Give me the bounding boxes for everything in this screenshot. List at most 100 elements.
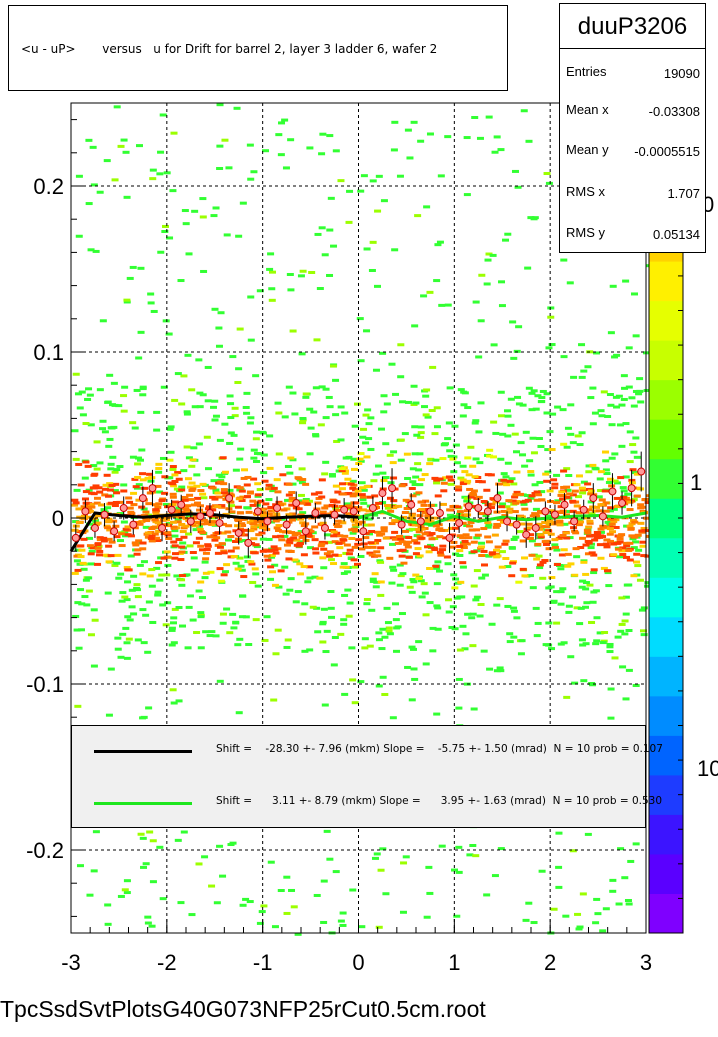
density-cell [90,664,98,668]
density-cell [104,591,112,595]
density-cell [160,385,168,389]
density-cell [204,522,212,526]
density-cell [369,545,377,549]
density-cell [484,473,492,477]
density-cell [536,563,544,567]
density-cell [226,488,234,492]
density-cell [102,483,110,487]
density-cell [549,412,557,416]
density-cell [322,387,330,391]
density-cell [127,554,135,558]
density-cell [518,522,526,526]
density-cell [604,520,612,524]
density-cell [155,462,163,466]
density-cell [570,526,578,530]
profile-marker [129,520,138,529]
density-cell [180,374,188,378]
density-cell [318,152,326,156]
density-cell [357,680,365,684]
density-cell [459,624,467,628]
density-cell [396,549,404,553]
density-cell [140,560,148,564]
density-cell [456,534,464,538]
density-cell [464,497,472,501]
density-cell [188,913,196,917]
density-cell [297,517,305,521]
density-cell [253,520,261,524]
density-cell [99,319,107,323]
density-cell [313,338,321,342]
density-cell [520,502,528,506]
density-cell [565,474,573,478]
density-cell [411,523,419,527]
density-cell [459,464,467,468]
density-cell [318,495,326,499]
density-cell [230,555,238,559]
density-cell [277,503,285,507]
density-cell [224,530,232,534]
density-cell [341,471,349,475]
density-cell [637,503,645,507]
density-cell [378,647,386,651]
density-cell [344,477,352,481]
density-cell [300,524,308,528]
density-cell [227,500,235,504]
density-cell [551,486,559,490]
density-cell [220,549,228,553]
density-cell [380,529,388,533]
stat-mean-y: Mean y -0.0005515 [566,142,700,162]
density-cell [352,525,360,529]
density-cell [497,414,505,418]
density-cell [240,476,248,480]
density-cell [193,631,201,635]
density-cell [198,522,206,526]
density-cell [184,353,192,357]
density-cell [360,427,368,431]
density-cell [138,505,146,509]
density-cell [108,483,116,487]
profile-marker [273,504,282,513]
density-cell [613,405,621,409]
density-cell [259,511,267,515]
density-cell [630,404,638,408]
palette-cell [649,814,683,855]
density-cell [198,596,206,600]
density-cell [621,386,629,390]
density-cell [282,592,290,596]
density-cell [456,544,464,548]
density-cell [199,482,207,486]
profile-point [474,498,483,518]
density-cell [618,533,626,537]
density-cell [250,522,258,526]
density-cell [95,486,103,490]
density-cell [75,462,83,466]
density-cell [563,536,571,540]
density-cell [124,525,132,529]
density-cell [622,475,630,479]
density-cell [434,606,442,610]
density-cell [209,495,217,499]
density-cell [558,553,566,557]
density-cell [105,713,113,717]
density-cell [584,832,592,836]
density-cell [100,536,108,540]
density-cell [487,506,495,510]
density-cell [416,452,424,456]
palette-cell [649,419,683,460]
density-cell [228,504,236,508]
density-cell [534,621,542,625]
density-cell [334,490,342,494]
density-cell [446,508,454,512]
profile-point [397,514,406,535]
density-cell [86,536,94,540]
density-cell [74,548,82,552]
density-cell [582,581,590,585]
density-cell [409,480,417,484]
density-cell [77,588,85,592]
density-cell [119,632,127,636]
density-cell [366,495,374,499]
density-cell [327,590,335,594]
density-cell [345,504,353,508]
density-cell [518,639,526,643]
density-cell [410,667,418,671]
